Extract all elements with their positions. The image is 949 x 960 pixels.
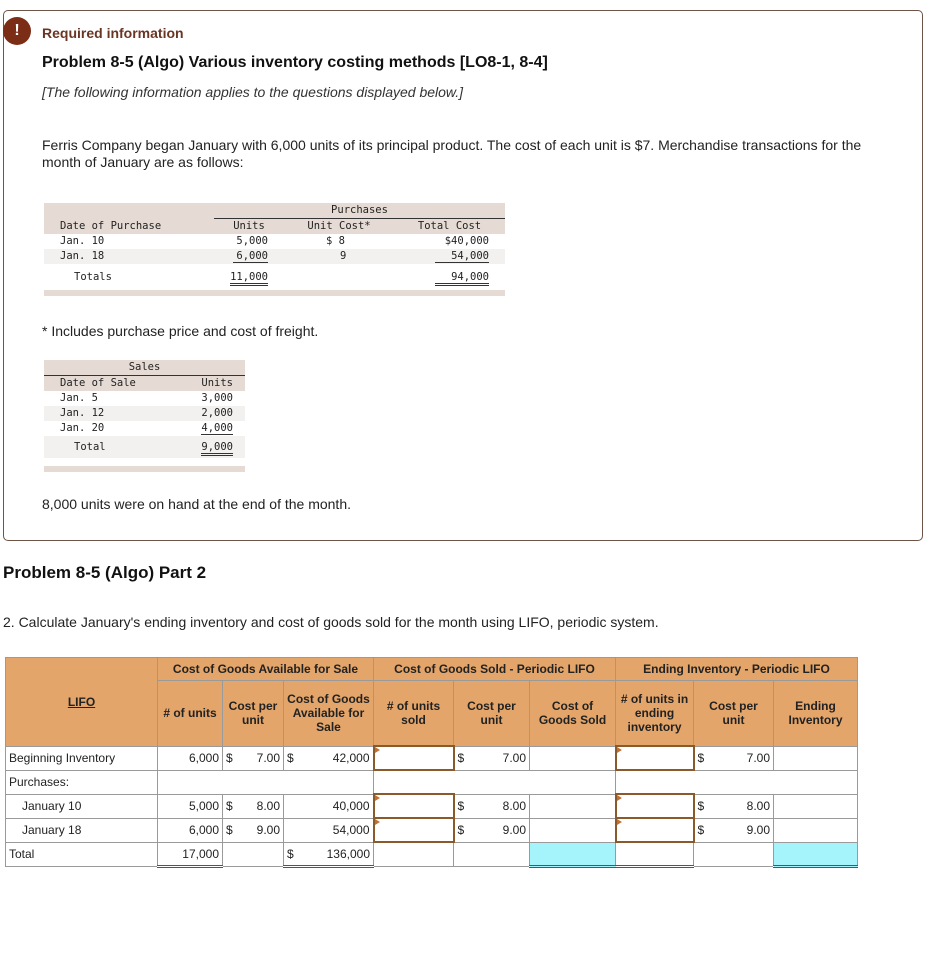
part-title: Problem 8-5 (Algo) Part 2 (3, 563, 207, 582)
units-sold-input[interactable] (372, 745, 455, 771)
ending-inventory-input[interactable] (773, 817, 858, 843)
units-ending-input[interactable] (614, 817, 695, 843)
total-cogs-input[interactable] (529, 841, 616, 868)
table-row: Jan. 12 2,000 (44, 406, 245, 421)
required-information-label: Required information (42, 25, 184, 41)
problem-title: Problem 8-5 (Algo) Various inventory cos… (42, 54, 548, 71)
units-sold-input[interactable] (372, 793, 455, 819)
row-beginning-inventory: Beginning Inventory 6,000 $7.00 $42,000 … (5, 745, 858, 771)
ending-inventory-input[interactable] (773, 745, 858, 771)
lifo-worksheet: LIFO Cost of Goods Available for Sale Co… (5, 657, 858, 868)
info-note: [The following information applies to th… (42, 84, 464, 100)
question-text: 2. Calculate January's ending inventory … (3, 614, 659, 630)
alert-icon: ! (3, 17, 31, 45)
table-row: Jan. 18 6,000 9 54,000 (44, 249, 505, 264)
cogs-input[interactable] (529, 793, 616, 819)
units-ending-input[interactable] (614, 745, 695, 771)
footnote: * Includes purchase price and cost of fr… (42, 323, 319, 339)
table-row: Jan. 10 5,000 $ 8 $40,000 (60, 235, 489, 247)
on-hand-text: 8,000 units were on hand at the end of t… (42, 496, 351, 512)
cogs-input[interactable] (529, 817, 616, 843)
row-january-18: January 18 6,000 $9.00 54,000 $9.00 $9.0… (5, 817, 858, 843)
table-row: Jan. 5 3,000 (60, 392, 233, 404)
intro-text: Ferris Company began January with 6,000 … (42, 137, 862, 170)
cogs-input[interactable] (529, 745, 616, 771)
units-sold-input[interactable] (372, 817, 455, 843)
total-ending-inventory-input[interactable] (773, 841, 858, 868)
table-row: Jan. 20 4,000 (60, 422, 233, 435)
row-january-10: January 10 5,000 $8.00 40,000 $8.00 $8.0… (5, 793, 858, 819)
row-purchases: Purchases: (5, 769, 858, 795)
totals-row: Totals 11,000 94,000 (44, 264, 505, 290)
row-total: Total 17,000 $136,000 (5, 841, 858, 868)
sales-table: Sales Date of Sale Units Jan. 5 3,000 Jan.… (44, 360, 245, 472)
lifo-heading: LIFO (67, 694, 96, 709)
purchases-table: Purchases Date of Purchase Units Unit Co… (44, 203, 505, 296)
required-information-panel: ! (3, 10, 923, 541)
units-ending-input[interactable] (614, 793, 695, 819)
ending-inventory-input[interactable] (773, 793, 858, 819)
totals-row: Total 9,000 (44, 436, 245, 458)
